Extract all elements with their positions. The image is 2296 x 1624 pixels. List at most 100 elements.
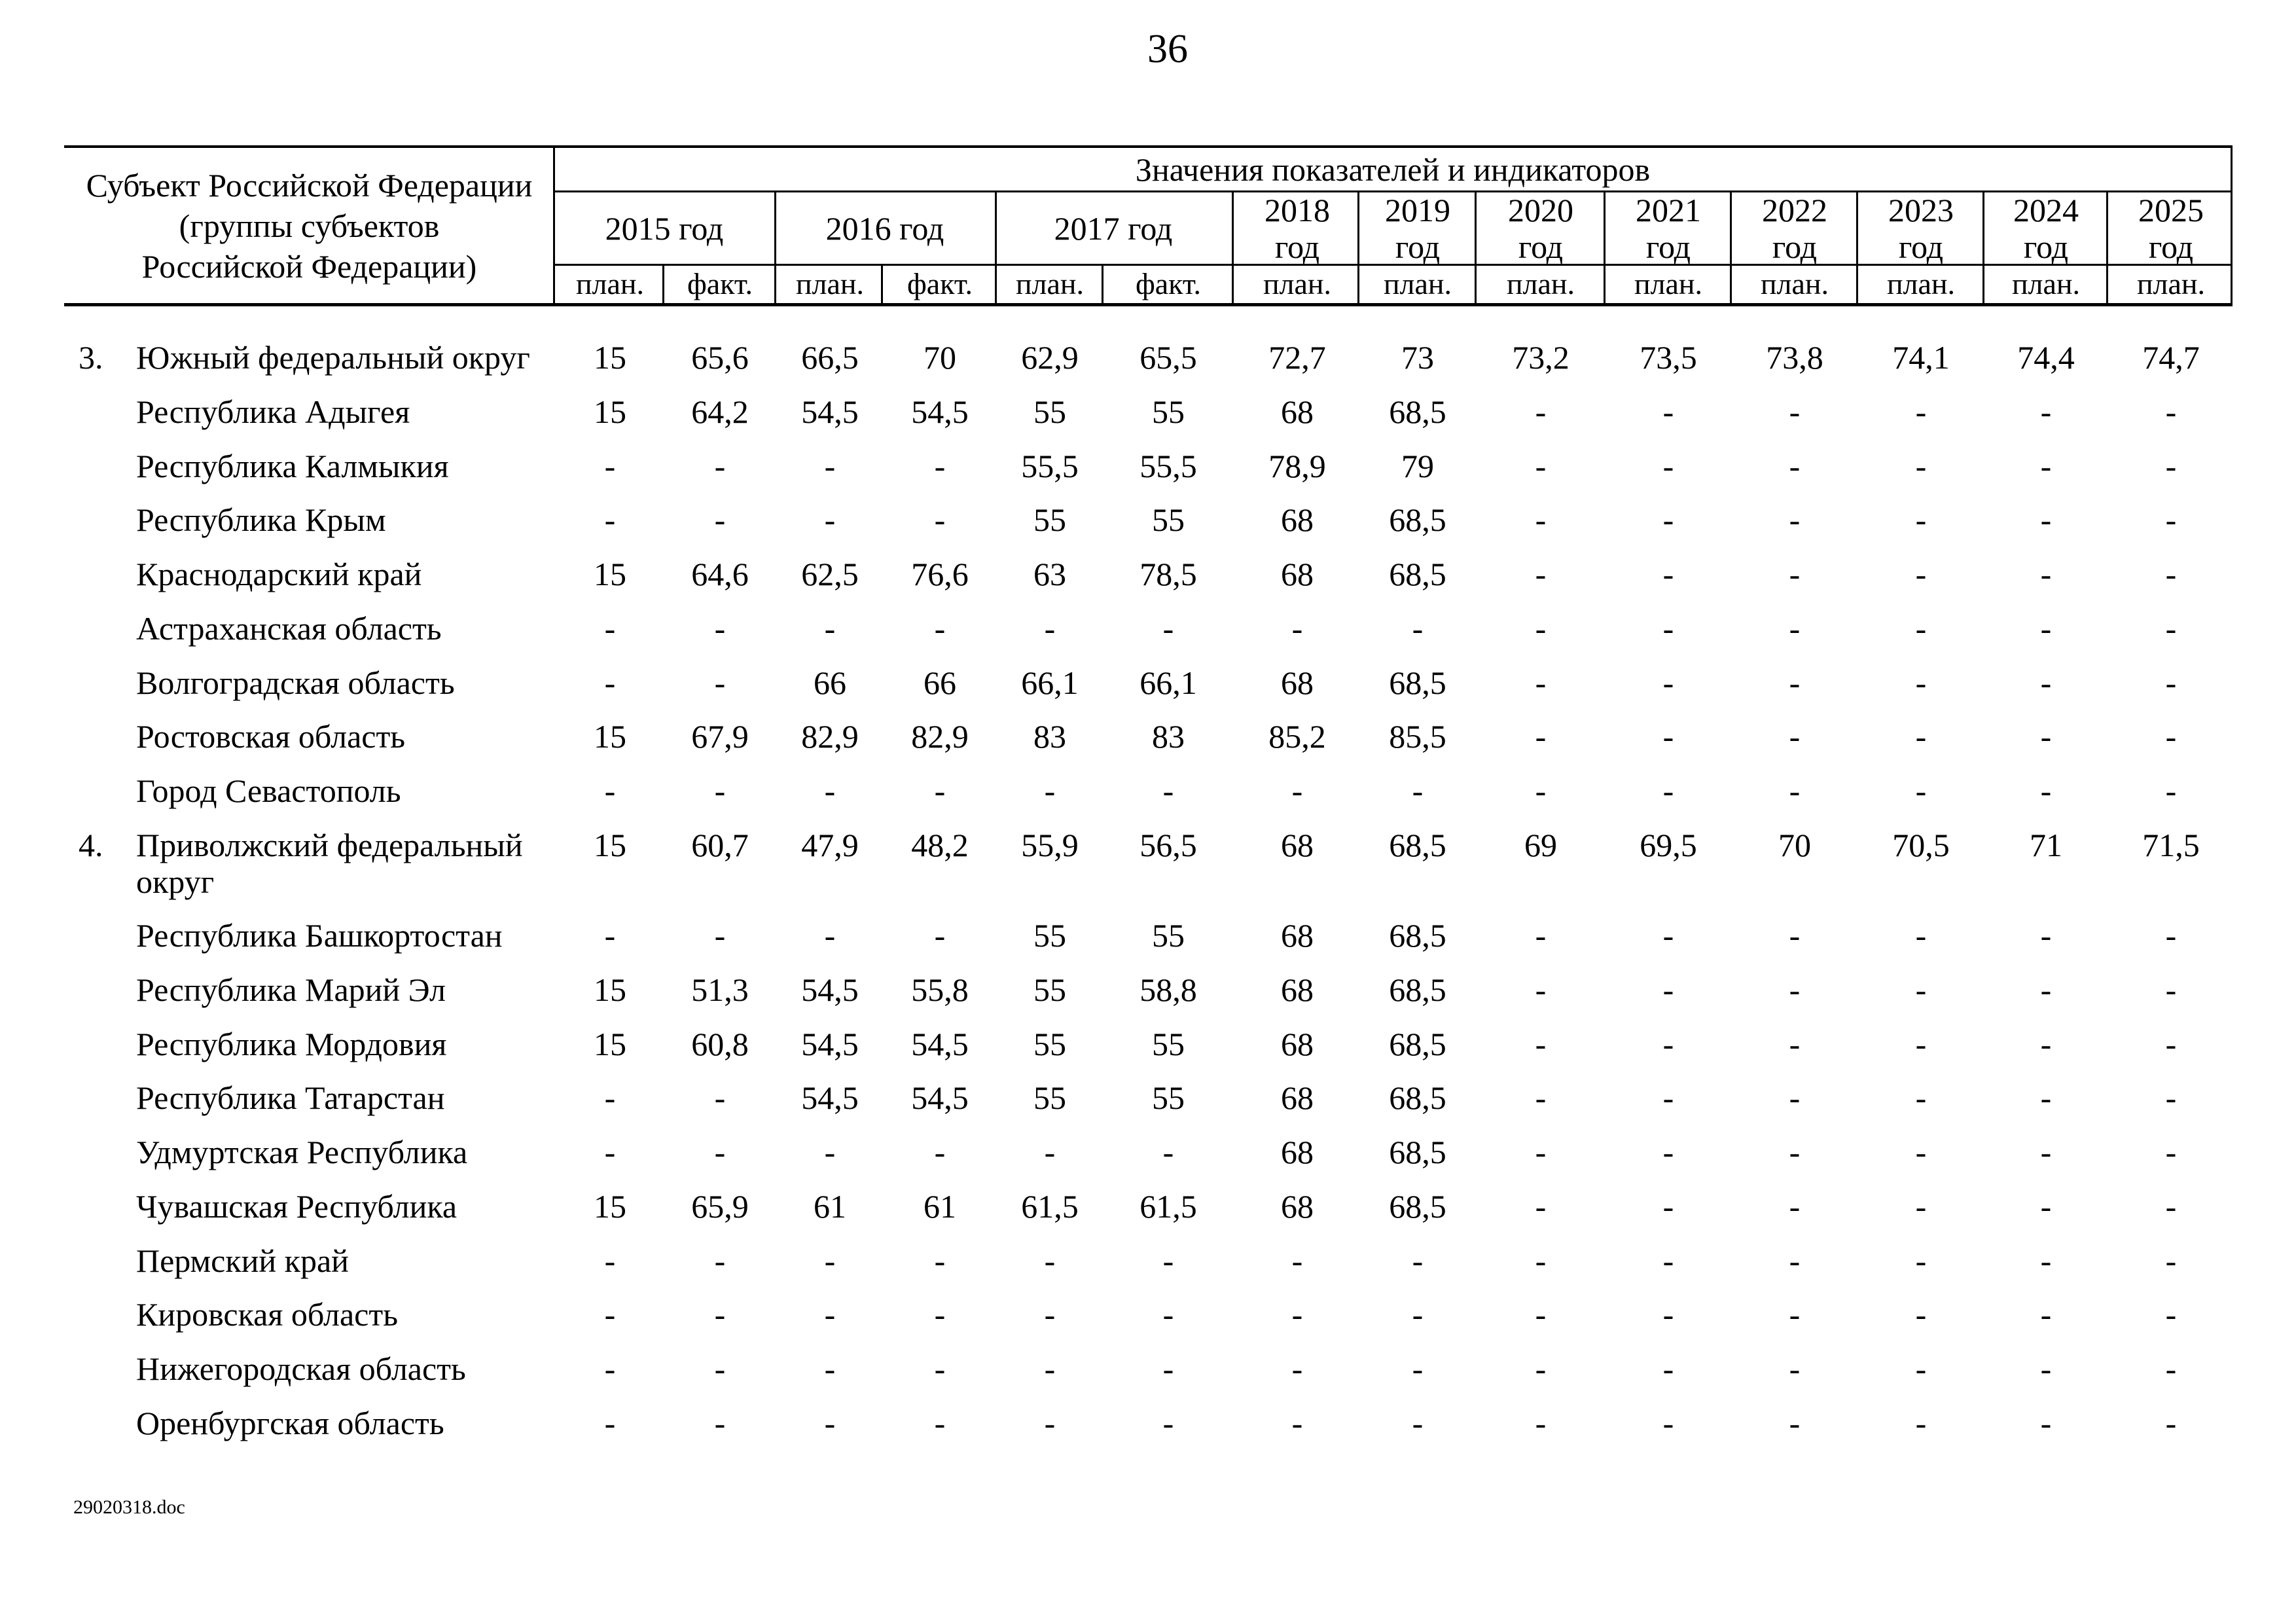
value-cell: - (2165, 772, 2177, 809)
year-header-2022: 2022 год (1762, 192, 1827, 265)
year-header-2018: 2018 год (1265, 192, 1330, 265)
value-cell: 68 (1281, 1188, 1314, 1225)
value-cell: 73,2 (1512, 339, 1570, 376)
value-cell: - (1291, 1405, 1303, 1441)
value-cell: 68,5 (1389, 971, 1446, 1008)
subheader-label: факт. (687, 267, 753, 300)
value-cell: - (1662, 501, 1674, 538)
year-header-2025: 2025 год (2138, 192, 2204, 265)
corner-header-line: Субъект Российской Федерации (86, 167, 533, 204)
value-cell: - (1162, 772, 1174, 809)
value-cell: - (604, 1296, 616, 1333)
value-cell: 68 (1281, 556, 1314, 592)
header-divider (2231, 145, 2233, 306)
value-cell: 69 (1524, 827, 1557, 863)
table-row: Удмуртская Республика - - - - - - 68 68,5 - - - - - - (64, 1125, 2233, 1180)
row-label: Чувашская Республика (136, 1188, 457, 1225)
value-cell: - (1789, 917, 1801, 954)
plan-fact-divider (1102, 265, 1103, 306)
value-cell: - (1915, 1296, 1927, 1333)
year-divider (1604, 190, 1605, 306)
value-cell: - (2040, 1026, 2052, 1062)
value-cell: - (1662, 664, 1674, 701)
value-cell: 68,5 (1389, 1188, 1446, 1225)
year-header-2023: 2023 год (1888, 192, 1954, 265)
row-label: Пермский край (136, 1242, 349, 1279)
year-divider (774, 190, 776, 306)
value-cell: - (1915, 501, 1927, 538)
value-cell: - (1662, 1026, 1674, 1062)
year-header-2019: 2019 год (1385, 192, 1450, 265)
table-row: Республика Татарстан - - 54,5 54,5 55 55 68 68,5… (64, 1071, 2233, 1125)
value-cell: - (1412, 772, 1424, 809)
row-label: Южный федеральный округ (136, 339, 530, 376)
value-cell: - (1662, 1134, 1674, 1170)
value-cell: - (2165, 1296, 2177, 1333)
value-cell: - (1412, 1296, 1424, 1333)
value-cell: - (1535, 610, 1547, 647)
value-cell: 60,8 (691, 1026, 749, 1062)
value-cell: - (2165, 1188, 2177, 1225)
value-cell: - (1789, 1350, 1801, 1387)
value-cell: - (824, 1350, 836, 1387)
table-row: Республика Марий Эл 15 51,3 54,5 55,8 55 58,8 6… (64, 963, 2233, 1017)
value-cell: - (1662, 1242, 1674, 1279)
value-cell: - (2165, 556, 2177, 592)
value-cell: 55 (1152, 393, 1185, 430)
table-row: Республика Адыгея 15 64,2 54,5 54,5 55 55 68 68,… (64, 385, 2233, 439)
value-cell: - (2040, 501, 2052, 538)
value-cell: - (1915, 1188, 1927, 1225)
value-cell: - (714, 448, 726, 484)
value-cell: - (1789, 1079, 1801, 1116)
corner-header: Субъект Российской Федерации (группы суб… (65, 149, 553, 302)
value-cell: 68 (1281, 1026, 1314, 1062)
value-cell: - (1662, 971, 1674, 1008)
subheader-label: план. (1886, 267, 1956, 300)
value-cell: - (2040, 718, 2052, 755)
value-cell: - (604, 917, 616, 954)
value-cell: 55,8 (911, 971, 969, 1008)
value-cell: 54,5 (801, 393, 859, 430)
value-cell: 54,5 (911, 393, 969, 430)
values-header: Значения показателей и индикаторов (1135, 151, 1651, 188)
value-cell: 68 (1281, 971, 1314, 1008)
value-cell: - (2040, 1134, 2052, 1170)
value-cell: - (1915, 1242, 1927, 1279)
value-cell: - (2165, 1242, 2177, 1279)
value-cell: - (1789, 971, 1801, 1008)
value-cell: - (1915, 448, 1927, 484)
value-cell: 55 (1033, 971, 1066, 1008)
subheader-label: план. (795, 267, 865, 300)
value-cell: - (604, 1242, 616, 1279)
value-cell: 78,9 (1268, 448, 1326, 484)
value-cell: - (824, 1296, 836, 1333)
value-cell: 15 (594, 718, 626, 755)
row-label: Нижегородская область (136, 1350, 466, 1387)
value-cell: 71 (2030, 827, 2062, 863)
value-cell: - (1535, 393, 1547, 430)
value-cell: - (714, 610, 726, 647)
value-cell: - (824, 448, 836, 484)
value-cell: 82,9 (911, 718, 969, 755)
value-cell: - (1535, 1242, 1547, 1279)
table-row: Волгоградская область - - 66 66 66,1 66,1 68 68,… (64, 656, 2233, 710)
corner-header-line: (группы субъектов (179, 208, 440, 244)
value-cell: - (1162, 1405, 1174, 1441)
value-cell: - (2040, 1296, 2052, 1333)
value-cell: - (1412, 610, 1424, 647)
value-cell: 68,5 (1389, 556, 1446, 592)
value-cell: - (714, 1134, 726, 1170)
value-cell: - (1044, 1350, 1056, 1387)
row-label: Ростовская область (136, 718, 406, 755)
plan-fact-divider (662, 265, 664, 306)
value-cell: 64,2 (691, 393, 749, 430)
value-cell: 74,4 (2017, 339, 2075, 376)
subheader-label: факт. (1135, 267, 1202, 300)
value-cell: - (1789, 1405, 1801, 1441)
value-cell: 78,5 (1139, 556, 1197, 592)
value-cell: - (1535, 556, 1547, 592)
year-divider (1232, 190, 1234, 306)
value-cell: - (1789, 718, 1801, 755)
year-divider (1982, 190, 1984, 306)
subheader-label: план. (1760, 267, 1829, 300)
